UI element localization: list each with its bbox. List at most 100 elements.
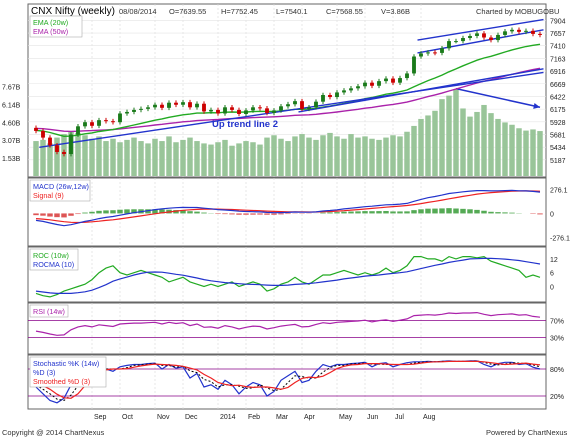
x-tick-label: Aug [423, 414, 436, 421]
legend: MACD (26w,12w)Signal (9) [29, 179, 91, 202]
volume-bar [117, 142, 123, 176]
roc-tick-label: 12 [550, 257, 558, 264]
volume-bar [208, 144, 214, 176]
rsi-line [35, 311, 541, 336]
header-open: O=7639.55 [169, 7, 206, 16]
macd-histogram-bar [215, 213, 221, 214]
candle-body [489, 37, 493, 41]
macd-histogram-bar [411, 210, 417, 214]
volume-bar [411, 125, 417, 176]
candle-body [174, 102, 178, 105]
macd-histogram-bar [33, 213, 39, 216]
volume-bar [285, 141, 291, 176]
x-tick-label: Sep [94, 414, 107, 421]
candle-body [237, 109, 241, 114]
volume-bar [488, 113, 494, 176]
x-tick-label: Feb [248, 414, 260, 421]
candle-body [230, 107, 234, 110]
macd-histogram-bar [467, 209, 473, 214]
x-tick-label: Mar [276, 414, 289, 421]
volume-bar [362, 136, 368, 176]
candle-body [363, 82, 367, 87]
macd-histogram-bar [397, 211, 403, 214]
volume-bar [110, 138, 116, 176]
macd-histogram-bar [47, 213, 53, 217]
candle-body [524, 30, 528, 32]
macd-histogram-bar [348, 211, 354, 214]
volume-bar [187, 137, 193, 176]
volume-bar [229, 145, 235, 176]
candle-body [265, 108, 269, 113]
price-tick-label: 7657 [550, 31, 566, 38]
volume-bar [418, 118, 424, 176]
volume-bar [425, 115, 431, 176]
macd-histogram-bar [54, 213, 60, 218]
volume-bar [96, 136, 102, 176]
candle-body [132, 109, 136, 112]
macd-histogram-bar [327, 212, 333, 214]
macd-histogram-bar [131, 209, 137, 214]
candle-body [181, 102, 185, 105]
candle-body [482, 33, 486, 38]
candle-body [48, 137, 52, 146]
legend-entry: %D (3) [33, 368, 55, 377]
volume-bar [320, 135, 326, 176]
volume-bar [404, 131, 410, 176]
volume-bar [453, 89, 459, 176]
candle-body [503, 31, 507, 35]
macd-histogram-bar [488, 211, 494, 214]
price-trendline [298, 68, 544, 113]
candle-body [356, 86, 360, 89]
macd-histogram-bar [89, 211, 95, 214]
volume-bar [460, 108, 466, 176]
macd-histogram-bar [271, 213, 277, 215]
macd-tick-label: 0 [550, 211, 554, 218]
macd-histogram-bar [145, 209, 151, 214]
macd-histogram-bar [173, 210, 179, 214]
volume-bar [292, 136, 298, 176]
candle-body [419, 53, 423, 57]
legend-entry: MACD (26w,12w) [33, 182, 89, 191]
macd-histogram-bar [103, 210, 109, 214]
macd-histogram-bar [68, 213, 74, 216]
volume-bar [250, 142, 256, 176]
macd-histogram-bar [180, 210, 186, 214]
macd-histogram-bar [187, 211, 193, 214]
volume-bar [243, 141, 249, 176]
volume-bar [376, 139, 382, 176]
candle-body [76, 126, 80, 135]
volume-bar [145, 143, 151, 176]
candle-body [370, 82, 374, 86]
volume-bar [509, 124, 515, 176]
candle-body [314, 101, 318, 108]
volume-bar [341, 138, 347, 176]
price-tick-label: 7904 [550, 18, 566, 25]
macd-histogram-bar [264, 213, 270, 215]
candle-body [188, 102, 192, 108]
legend-entry: EMA (20w) [33, 18, 68, 27]
rsi-tick-label: 70% [550, 319, 564, 326]
candle-body [321, 95, 325, 102]
legend-entry: Smoothed %D (3) [33, 377, 90, 386]
macd-histogram-bar [117, 209, 123, 214]
volume-tick-label: 1.53B [2, 156, 21, 163]
stoch-smoothed-d-line [35, 360, 541, 399]
stochastic-panel [27, 354, 547, 410]
volume-bar [348, 134, 354, 176]
legend-entry: RSI (14w) [33, 307, 65, 316]
volume-bar [299, 134, 305, 176]
volume-bar [306, 137, 312, 176]
trendline-annotation: Up trend line 2 [212, 119, 278, 130]
candle-body [97, 120, 101, 126]
candle-body [433, 52, 437, 54]
volume-bar [180, 139, 186, 176]
legend-entry: EMA (50w) [33, 27, 68, 36]
volume-bar [313, 139, 319, 176]
volume-bar [194, 141, 200, 176]
legend: Stochastic %K (14w)%D (3)Smoothed %D (3) [29, 356, 107, 388]
volume-trendline [455, 87, 541, 109]
candle-body [538, 33, 542, 35]
macd-histogram-bar [201, 212, 207, 214]
macd-histogram-bar [495, 212, 501, 214]
volume-bar [82, 135, 88, 176]
